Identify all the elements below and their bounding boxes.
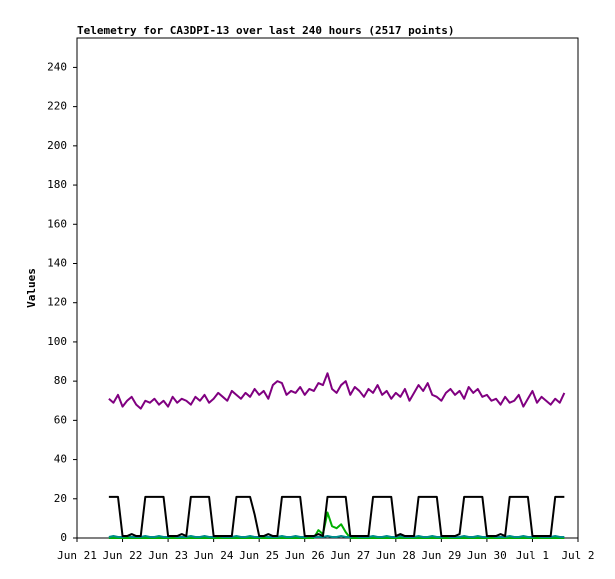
x-tick-label: Jun 27 — [330, 549, 370, 562]
plot-frame — [76, 37, 579, 539]
x-tick-label: Jun 28 — [376, 549, 416, 562]
y-tick-label: 80 — [54, 374, 67, 387]
x-tick-label: Jun 24 — [194, 549, 234, 562]
y-tick-label: 180 — [47, 178, 67, 191]
x-tick-label: Jun 22 — [103, 549, 143, 562]
y-tick-label: 160 — [47, 217, 67, 230]
x-tick-label: Jun 26 — [285, 549, 325, 562]
y-tick-label: 140 — [47, 256, 67, 269]
y-tick-label: 200 — [47, 139, 67, 152]
chart-title: Telemetry for CA3DPI-13 over last 240 ho… — [77, 24, 455, 37]
y-tick-label: 100 — [47, 335, 67, 348]
series-line — [108, 372, 566, 410]
x-tick-label: Jun 30 — [467, 549, 507, 562]
y-tick-label: 0 — [60, 531, 67, 544]
x-tick-label: Jun 21 — [57, 549, 97, 562]
y-tick-label: 220 — [47, 100, 67, 113]
y-tick-label: 20 — [54, 492, 67, 505]
x-tick-label: Jun 29 — [421, 549, 461, 562]
series-line — [108, 495, 565, 538]
x-tick-label: Jul 2 — [561, 549, 594, 562]
y-axis-label: Values — [25, 268, 38, 308]
y-tick-label: 40 — [54, 453, 67, 466]
y-tick-label: 60 — [54, 413, 67, 426]
x-tick-label: Jun 25 — [239, 549, 279, 562]
x-tick-label: Jun 23 — [148, 549, 188, 562]
y-tick-label: 240 — [47, 60, 67, 73]
x-tick-label: Jul 1 — [516, 549, 549, 562]
y-tick-label: 120 — [47, 296, 67, 309]
